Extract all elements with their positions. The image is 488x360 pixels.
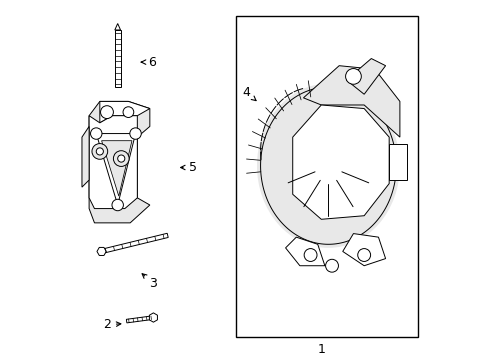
Circle shape xyxy=(101,106,113,118)
Polygon shape xyxy=(260,87,395,244)
Circle shape xyxy=(113,151,129,166)
Text: 5: 5 xyxy=(180,161,196,174)
Polygon shape xyxy=(97,247,106,256)
Polygon shape xyxy=(292,105,388,219)
Circle shape xyxy=(118,155,124,162)
Polygon shape xyxy=(89,116,137,208)
Polygon shape xyxy=(102,141,132,196)
Text: 6: 6 xyxy=(141,55,155,69)
Circle shape xyxy=(112,199,123,211)
Polygon shape xyxy=(100,102,149,123)
Polygon shape xyxy=(346,59,385,94)
Circle shape xyxy=(304,249,316,261)
Circle shape xyxy=(92,144,107,159)
Text: 3: 3 xyxy=(142,274,157,290)
Polygon shape xyxy=(82,126,89,187)
Polygon shape xyxy=(342,234,385,266)
Circle shape xyxy=(96,148,103,155)
Polygon shape xyxy=(115,23,121,30)
Text: 1: 1 xyxy=(317,343,325,356)
Bar xyxy=(235,16,417,337)
Circle shape xyxy=(357,249,370,261)
Polygon shape xyxy=(89,102,149,223)
Polygon shape xyxy=(101,233,168,253)
Circle shape xyxy=(345,68,361,84)
Polygon shape xyxy=(149,313,157,322)
Polygon shape xyxy=(126,316,153,323)
Text: 4: 4 xyxy=(242,86,256,100)
Polygon shape xyxy=(96,134,135,205)
Circle shape xyxy=(90,128,102,139)
Circle shape xyxy=(325,259,338,272)
Polygon shape xyxy=(388,144,406,180)
Ellipse shape xyxy=(257,84,399,248)
Polygon shape xyxy=(303,66,399,137)
Circle shape xyxy=(123,107,134,117)
Bar xyxy=(115,30,121,87)
Polygon shape xyxy=(285,237,324,266)
Circle shape xyxy=(130,128,141,139)
Text: 2: 2 xyxy=(103,318,121,331)
